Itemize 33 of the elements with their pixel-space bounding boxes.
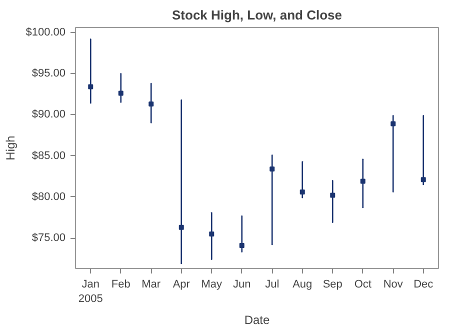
point [178, 224, 184, 230]
x-tick-label: Aug [292, 278, 312, 290]
x-axis-title: Date [244, 312, 270, 327]
x-tick-label: May [201, 278, 223, 290]
x-tick-label: Nov [383, 278, 404, 290]
point [118, 90, 124, 96]
y-tick-label: $85.00 [32, 150, 66, 162]
x-tick-label: Sep [322, 278, 342, 290]
point [360, 178, 366, 184]
point [270, 166, 275, 172]
point [420, 177, 426, 182]
y-tick-label: $90.00 [32, 108, 66, 121]
point [300, 190, 305, 195]
y-tick-label: $95.00 [32, 68, 66, 80]
x-tick-label: Dec [414, 278, 434, 290]
x-tick-label: Mar [142, 278, 161, 290]
x-tick-label: Jun [233, 278, 251, 290]
y-tick-label: $80.00 [32, 190, 66, 203]
point [88, 84, 94, 90]
x-tick-label: Jan 2005 [78, 278, 103, 305]
point [330, 192, 336, 198]
x-tick-label: Feb [111, 278, 130, 290]
y-tick-label: $75.00 [32, 232, 66, 244]
x-tick-label: Apr [172, 278, 190, 290]
point [390, 121, 396, 126]
x-tick-label: Oct [354, 278, 372, 290]
x-tick-label: Jul [265, 278, 280, 290]
y-axis-title: High [4, 136, 18, 160]
y-tick-label: $100.00 [26, 26, 66, 38]
chart-title: Stock High, Low, and Close [172, 8, 342, 22]
point [148, 101, 154, 106]
point [239, 242, 244, 248]
point [209, 231, 214, 236]
